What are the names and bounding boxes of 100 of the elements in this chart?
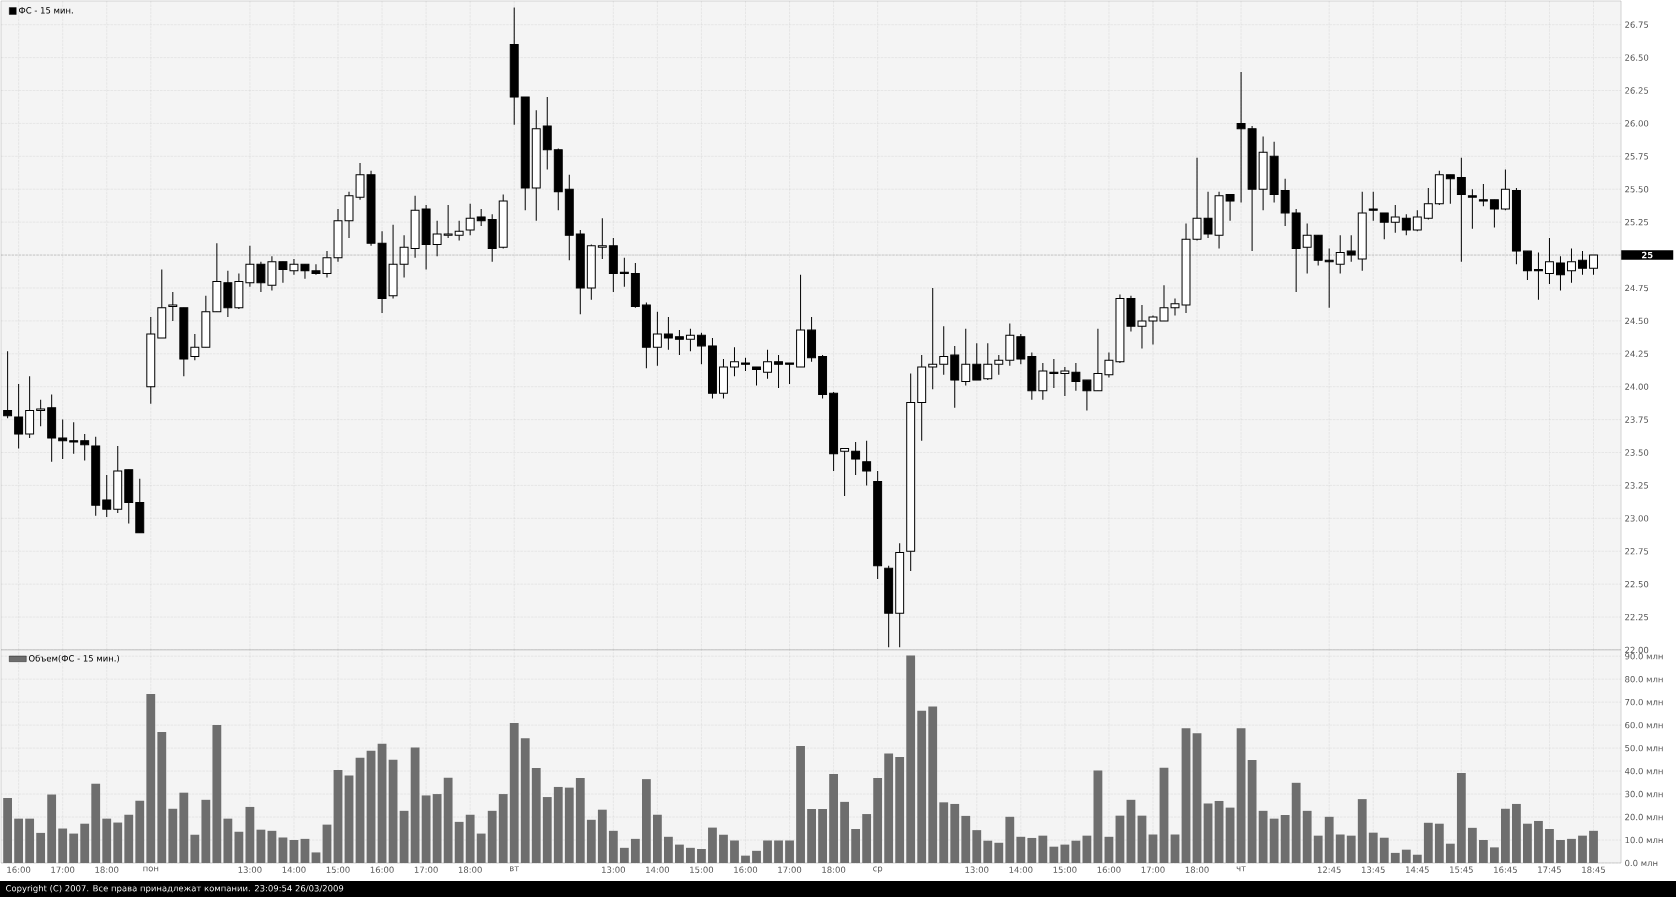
y-tick-label: 22.50 xyxy=(1625,580,1649,588)
x-tick-label: 17:00 xyxy=(1141,866,1165,873)
bar xyxy=(520,738,530,863)
bar xyxy=(58,828,68,863)
bar xyxy=(80,823,90,863)
text: Copyright (C) 2007. Все права принадлежат компании. 23:09:54 26/03/2009 xyxy=(5,884,344,894)
y-tick-label: 80.0 млн xyxy=(1625,675,1663,683)
y-tick-label: 70.0 млн xyxy=(1625,698,1663,706)
bar xyxy=(1049,846,1059,863)
y-tick-label: 24.25 xyxy=(1625,350,1649,357)
bar xyxy=(1357,799,1367,863)
bar xyxy=(1456,772,1466,863)
bar xyxy=(157,732,167,863)
x-tick-label: 13:45 xyxy=(1361,866,1385,873)
y-tick-label: 26.25 xyxy=(1625,87,1649,94)
bar xyxy=(311,852,321,863)
bar xyxy=(1368,832,1378,863)
bar xyxy=(1005,816,1015,863)
bar xyxy=(399,810,409,863)
candlestick xyxy=(663,316,673,351)
bar xyxy=(1501,808,1510,863)
x-tick-label: 16:00 xyxy=(370,866,394,873)
candlestick xyxy=(1379,212,1389,240)
candlestick xyxy=(685,328,695,352)
bar xyxy=(542,797,552,863)
bar xyxy=(1567,838,1576,863)
bar xyxy=(972,830,982,863)
bar xyxy=(1423,822,1433,863)
bar xyxy=(1203,803,1213,863)
bar xyxy=(377,743,387,863)
bar xyxy=(388,759,398,863)
candlestick xyxy=(58,419,68,460)
bar xyxy=(630,838,640,863)
x-tick-label: 15:00 xyxy=(690,866,714,873)
bar xyxy=(1534,820,1543,863)
y-tick-label: 23.25 xyxy=(1625,482,1649,489)
x-tick-label: 14:00 xyxy=(646,866,670,873)
bar xyxy=(1589,830,1598,863)
bar xyxy=(1434,823,1444,863)
bar xyxy=(807,809,816,863)
bar xyxy=(179,792,189,863)
x-tick-label: 16:00 xyxy=(1097,866,1121,873)
candlestick xyxy=(1489,199,1499,228)
y-tick-label: 24.50 xyxy=(1625,317,1649,325)
candlestick xyxy=(3,350,13,419)
y-tick-label: 25.75 xyxy=(1625,153,1649,160)
bar xyxy=(267,830,277,863)
bar xyxy=(498,794,508,863)
bar xyxy=(862,814,872,863)
candlestick xyxy=(25,375,35,439)
bar xyxy=(597,809,607,863)
y-tick-label: 90.0 млн xyxy=(1625,653,1663,660)
candlestick xyxy=(454,220,464,242)
bar xyxy=(223,818,233,863)
bar xyxy=(509,723,519,863)
bar xyxy=(664,836,673,863)
bar xyxy=(939,802,949,863)
bar xyxy=(785,840,794,863)
candlestick xyxy=(652,311,662,367)
y-tick-label: 26.00 xyxy=(1625,120,1649,127)
x-tick-label: 14:00 xyxy=(282,866,306,873)
bar xyxy=(1445,843,1455,863)
bar xyxy=(1027,837,1037,863)
x-tick-label: 18:00 xyxy=(95,866,119,873)
bar xyxy=(928,706,938,863)
candlestick xyxy=(1049,358,1059,389)
bar xyxy=(1280,814,1290,863)
y-tick-label: 24.00 xyxy=(1625,383,1649,390)
bar xyxy=(1247,760,1257,863)
ref-line-label: 25 xyxy=(1642,251,1653,259)
bar xyxy=(873,777,883,863)
bar xyxy=(686,847,695,863)
candlestick xyxy=(1500,168,1510,211)
candlestick xyxy=(1423,187,1433,221)
x-tick-label: 17:00 xyxy=(414,866,438,873)
bar xyxy=(1126,799,1136,863)
candlestick xyxy=(1060,366,1070,397)
x-tick-label: пон xyxy=(143,866,159,872)
candlestick xyxy=(1401,213,1411,236)
y-tick-label: 22.00 xyxy=(1625,646,1649,654)
y-tick-label: 22.25 xyxy=(1625,613,1649,621)
y-tick-label: 10.0 млн xyxy=(1625,836,1663,844)
bar xyxy=(1324,816,1334,863)
bar xyxy=(1104,836,1114,863)
candlestick xyxy=(1038,362,1048,401)
bar xyxy=(1346,835,1356,863)
candlestick xyxy=(36,399,46,427)
candlestick xyxy=(961,328,971,386)
bar xyxy=(818,809,827,863)
bar xyxy=(895,757,905,863)
bar xyxy=(994,842,1004,863)
bar xyxy=(1512,803,1521,863)
bar xyxy=(201,799,211,863)
bar xyxy=(190,834,200,863)
candlestick xyxy=(190,333,200,361)
bar xyxy=(289,840,299,863)
y-tick-label: 26.75 xyxy=(1625,21,1649,28)
bar xyxy=(719,834,728,863)
bar xyxy=(322,824,332,863)
bar xyxy=(3,797,13,863)
